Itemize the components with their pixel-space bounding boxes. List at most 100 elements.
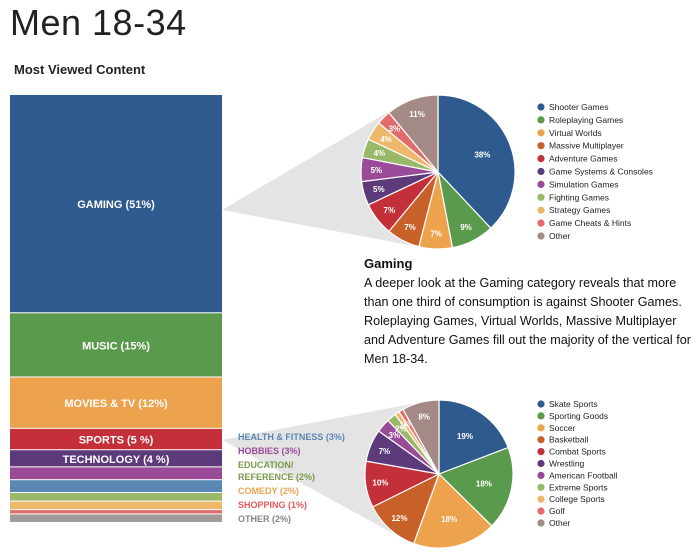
bar-labels: GAMING (51%) MUSIC (15%) MOVIES & TV (12%)…: [63, 199, 345, 524]
gaming-pie-chart: 38% 9% 7% 7% 7% 5% 5% 4% 4% 3% 11%: [360, 94, 516, 250]
stacked-bar: [10, 95, 222, 522]
sports-slice-label-american-football: 3%: [389, 431, 401, 440]
sports-legend-label-basketball: Basketball: [549, 435, 588, 445]
gaming-legend-label-game-systems-consoles: Game Systems & Consoles: [549, 167, 653, 177]
gaming-legend-label-shooter-games: Shooter Games: [549, 102, 609, 112]
sports-legend-swatch-sporting-goods: [537, 412, 545, 420]
bar-label-music-15: MUSIC (15%): [82, 340, 150, 352]
bar-label-hobbies: HOBBIES (3%): [238, 446, 301, 456]
gaming-slice-label-fighting-games: 4%: [374, 149, 386, 158]
bar-segment-sports-5: [10, 428, 222, 450]
bar-label-gaming-51: GAMING (51%): [77, 199, 155, 211]
bar-segment-movies-tv-12: [10, 377, 222, 428]
gaming-slice-other: [388, 94, 439, 174]
sports-slice-label-soccer: 18%: [441, 515, 457, 524]
sports-legend-label-golf: Golf: [549, 506, 565, 516]
gaming-legend-swatch-shooter-games: [537, 103, 545, 111]
sports-pie-chart: 19%18%18%12%10%7%3%2%1%1%8%: [364, 399, 514, 549]
gaming-legend-swatch-game-systems-consoles: [537, 167, 545, 176]
sports-legend-swatch-other: [537, 519, 545, 527]
chart-subtitle: Most Viewed Content: [14, 62, 146, 77]
gaming-legend-label-strategy-games: Strategy Games: [549, 205, 610, 215]
gaming-legend-label-game-cheats-hints: Game Cheats & Hints: [549, 218, 631, 228]
sports-legend-label-skate-sports: Skate Sports: [549, 399, 598, 409]
sports-slice-label-basketball: 12%: [391, 514, 407, 523]
bar-segment-shopping-1: [10, 510, 222, 514]
bar-label-health-fitness: HEALTH & FITNESS (3%): [238, 432, 345, 442]
sports-slice-label-sporting-goods: 18%: [476, 479, 492, 488]
sports-legend: Skate Sports Sporting Goods Soccer Basketba…: [537, 399, 618, 528]
sports-slice-label-extreme-sports: 2%: [395, 425, 407, 434]
sports-legend-label-extreme-sports: Extreme Sports: [549, 482, 608, 492]
gaming-legend-label-other: Other: [549, 231, 570, 241]
gaming-legend-label-adventure-games: Adventure Games: [549, 154, 618, 164]
gaming-slice-label-roleplaying-games: 9%: [460, 223, 472, 232]
gaming-heading: Gaming: [364, 256, 413, 271]
bar-label-sports-5: SPORTS (5 %): [79, 435, 154, 447]
gaming-legend-swatch-roleplaying-games: [537, 116, 545, 124]
sports-slice-label-college-sports: 1%: [400, 421, 412, 430]
gaming-slice-label-other: 11%: [409, 110, 425, 119]
sports-legend-label-college-sports: College Sports: [549, 494, 605, 504]
gaming-legend-swatch-other: [537, 232, 545, 240]
gaming-legend-swatch-simulation-games: [537, 180, 545, 188]
bar-label-reference: REFERENCE (2%): [238, 472, 315, 482]
sports-legend-label-sporting-goods: Sporting Goods: [549, 411, 608, 421]
sports-slice-label-wrestling: 7%: [379, 447, 391, 456]
gaming-legend-label-roleplaying-games: Roleplaying Games: [549, 115, 623, 125]
sports-slice-label-combat-sports: 10%: [372, 478, 388, 487]
gaming-legend-swatch-adventure-games: [537, 155, 545, 163]
gaming-legend-label-simulation-games: Simulation Games: [549, 179, 618, 189]
gaming-description: A deeper look at the Gaming category rev…: [364, 276, 691, 366]
sports-slice-other: [402, 399, 440, 477]
sports-legend-swatch-wrestling: [537, 459, 545, 468]
sports-legend-label-soccer: Soccer: [549, 423, 576, 433]
sports-legend-swatch-golf: [537, 507, 545, 515]
sports-slice-label-skate-sports: 19%: [457, 432, 473, 441]
sports-slice-sporting-goods: [437, 446, 514, 527]
page-title: Men 18-34: [10, 2, 187, 43]
bar-segment-hobbies-3: [10, 480, 222, 493]
bar-label-shopping: SHOPPING (1%): [238, 500, 307, 510]
bar-label-comedy: COMEDY (2%): [238, 486, 299, 496]
sports-legend-swatch-combat-sports: [537, 448, 545, 456]
bar-label-movies-tv-12: MOVIES & TV (12%): [64, 398, 168, 410]
bar-segment-health-fitness-3: [10, 467, 222, 480]
sports-legend-swatch-extreme-sports: [537, 483, 545, 491]
gaming-slice-label-virtual-worlds: 7%: [430, 230, 442, 239]
gaming-legend-label-virtual-worlds: Virtual Worlds: [549, 128, 602, 138]
gaming-legend-label-massive-multiplayer: Massive Multiplayer: [549, 141, 624, 151]
bar-label-education: EDUCATION/: [238, 460, 294, 470]
gaming-slice-label-strategy-games: 4%: [380, 135, 392, 144]
gaming-legend-swatch-massive-multiplayer: [537, 142, 545, 150]
bar-segment-comedy-2: [10, 501, 222, 510]
gaming-legend-swatch-game-cheats-hints: [537, 219, 545, 227]
bar-segment-technology-4: [10, 450, 222, 467]
sports-slice-skate-sports: [438, 399, 509, 475]
sports-slice-label-golf: 1%: [403, 419, 415, 428]
sports-slice-soccer: [412, 472, 493, 549]
gaming-slice-label-game-systems-consoles: 5%: [373, 185, 385, 194]
bar-label-technology-4: TECHNOLOGY (4 %): [63, 454, 170, 466]
gaming-slice-shooter-games: [437, 94, 516, 229]
gaming-legend-label-fighting-games: Fighting Games: [549, 192, 609, 202]
sports-legend-label-american-football: American Football: [549, 470, 618, 480]
sports-legend-label-wrestling: Wrestling: [549, 459, 585, 469]
bar-segment-music-15: [10, 313, 222, 377]
gaming-slice-label-adventure-games: 7%: [384, 206, 396, 215]
sports-legend-swatch-basketball: [537, 436, 545, 444]
gaming-slice-label-game-cheats-hints: 3%: [389, 124, 401, 133]
sports-legend-swatch-american-football: [537, 471, 545, 479]
gaming-legend: Shooter Games Roleplaying Games Virtual Wo…: [537, 102, 653, 241]
gaming-slice-label-shooter-games: 38%: [474, 150, 490, 159]
gaming-legend-swatch-strategy-games: [537, 206, 545, 214]
sports-legend-swatch-skate-sports: [537, 400, 545, 408]
gaming-legend-swatch-virtual-worlds: [537, 129, 545, 137]
sports-legend-label-combat-sports: Combat Sports: [549, 447, 606, 457]
gaming-legend-swatch-fighting-games: [537, 193, 545, 201]
sports-legend-swatch-soccer: [537, 424, 545, 432]
bar-segment-gaming-51: [10, 95, 222, 313]
sports-legend-label-other: Other: [549, 518, 570, 528]
gaming-slice-label-simulation-games: 5%: [371, 166, 383, 175]
